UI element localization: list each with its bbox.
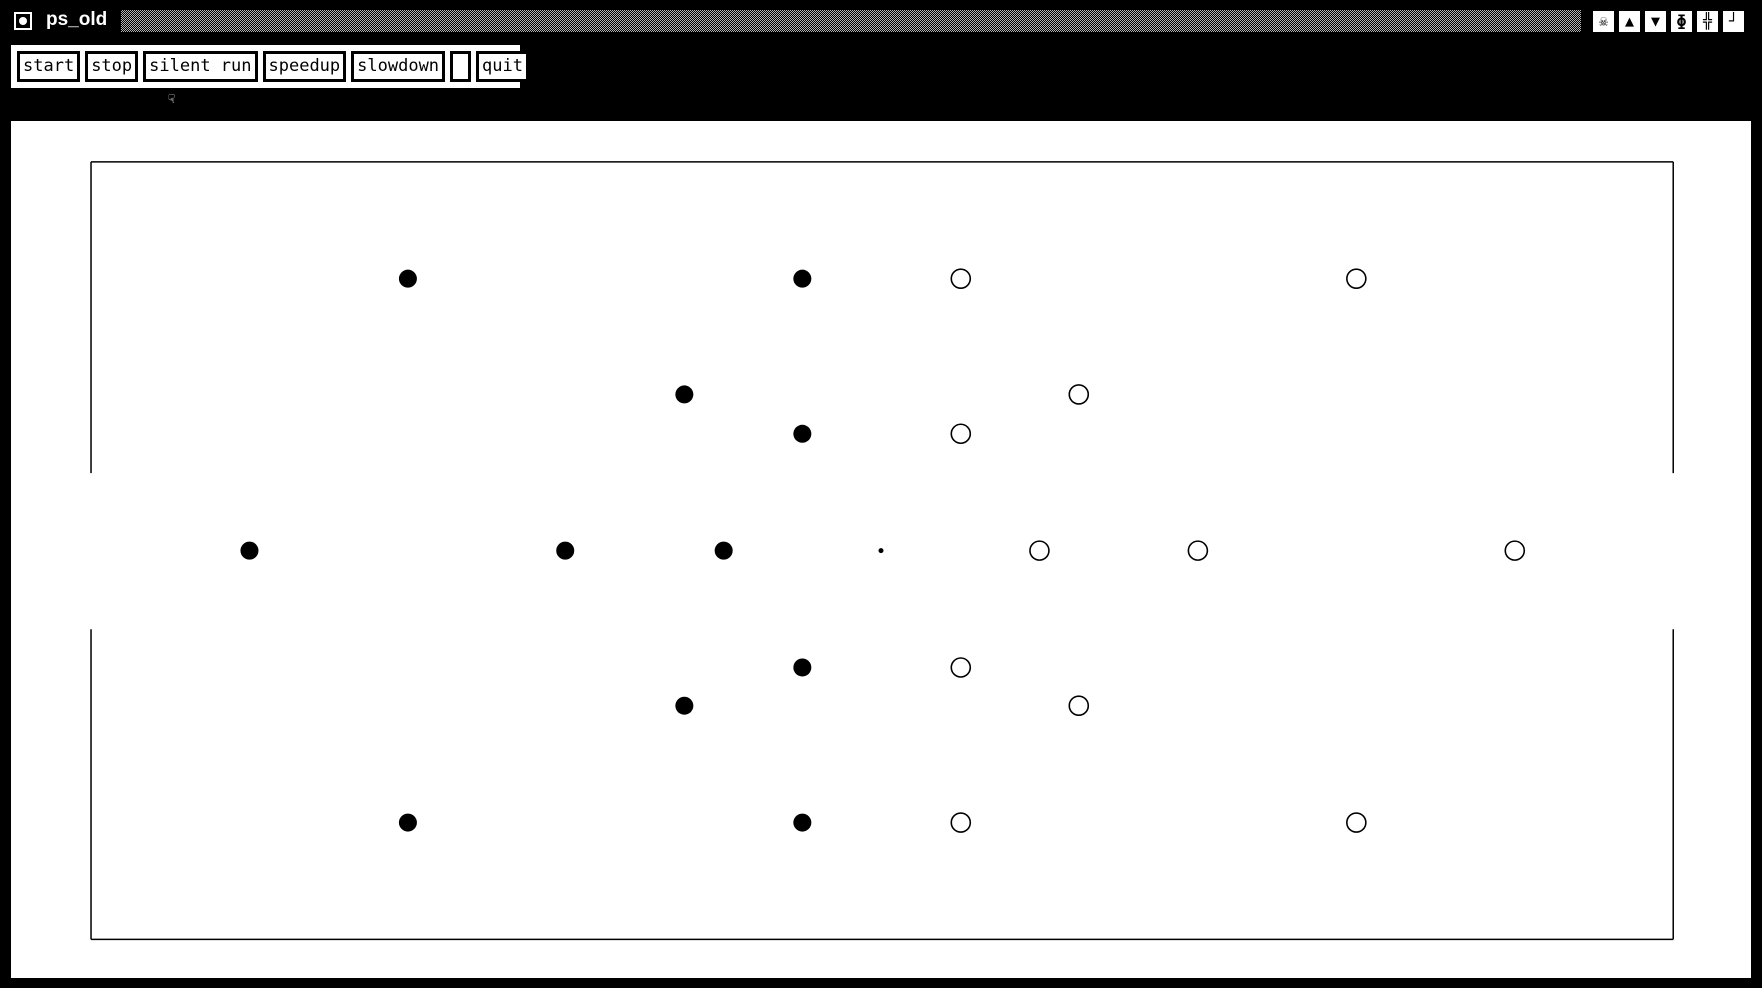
open-particle	[1346, 268, 1367, 289]
window-menu-icon[interactable]	[14, 12, 32, 30]
iconify-icon[interactable]: ┘	[1723, 11, 1744, 32]
open-particle	[1029, 540, 1050, 561]
filled-particle	[793, 658, 812, 677]
open-particle	[1068, 384, 1090, 405]
open-particle	[1187, 540, 1209, 561]
start-button[interactable]: start	[17, 51, 81, 82]
mouse-cursor-icon: ☟	[168, 92, 176, 106]
open-particle	[1346, 812, 1367, 833]
stop-button[interactable]: stop	[85, 51, 139, 82]
simulation-canvas[interactable]	[11, 121, 1751, 978]
filled-particle	[793, 813, 812, 832]
filled-particle	[556, 541, 575, 560]
open-particle	[950, 268, 972, 289]
move-icon[interactable]: ╬	[1697, 11, 1718, 32]
filled-particle	[398, 269, 417, 288]
speedup-button[interactable]: speedup	[262, 51, 347, 82]
filled-particle	[398, 813, 417, 832]
raise-icon[interactable]: ▲	[1619, 11, 1640, 32]
filled-particle	[793, 424, 812, 443]
center-particle	[878, 548, 884, 554]
open-particle	[950, 423, 972, 445]
particle-plot	[90, 161, 1674, 941]
lower-icon[interactable]: ▼	[1645, 11, 1666, 32]
filled-particle	[793, 269, 812, 288]
open-particle	[1504, 540, 1526, 561]
filled-particle	[240, 541, 259, 560]
open-particle	[950, 657, 972, 678]
filled-particle	[675, 385, 694, 404]
open-particle	[950, 812, 972, 833]
title-drag-area[interactable]	[121, 10, 1581, 32]
blank-button[interactable]	[450, 51, 472, 82]
resize-icon[interactable]: ɸ	[1671, 11, 1692, 32]
filled-particle	[714, 541, 733, 560]
quit-button[interactable]: quit	[476, 51, 529, 82]
title-bar[interactable]: ps_old ☠ ▲ ▼ ɸ ╬ ┘	[0, 0, 1762, 42]
silent-run-button[interactable]: silent run	[143, 51, 258, 82]
kill-icon[interactable]: ☠	[1593, 11, 1614, 32]
window-title: ps_old	[46, 9, 108, 30]
button-panel: start stop silent run speedup slowdown q…	[11, 45, 529, 88]
filled-particle	[675, 696, 694, 715]
slowdown-button[interactable]: slowdown	[351, 51, 446, 82]
open-particle	[1068, 695, 1090, 716]
